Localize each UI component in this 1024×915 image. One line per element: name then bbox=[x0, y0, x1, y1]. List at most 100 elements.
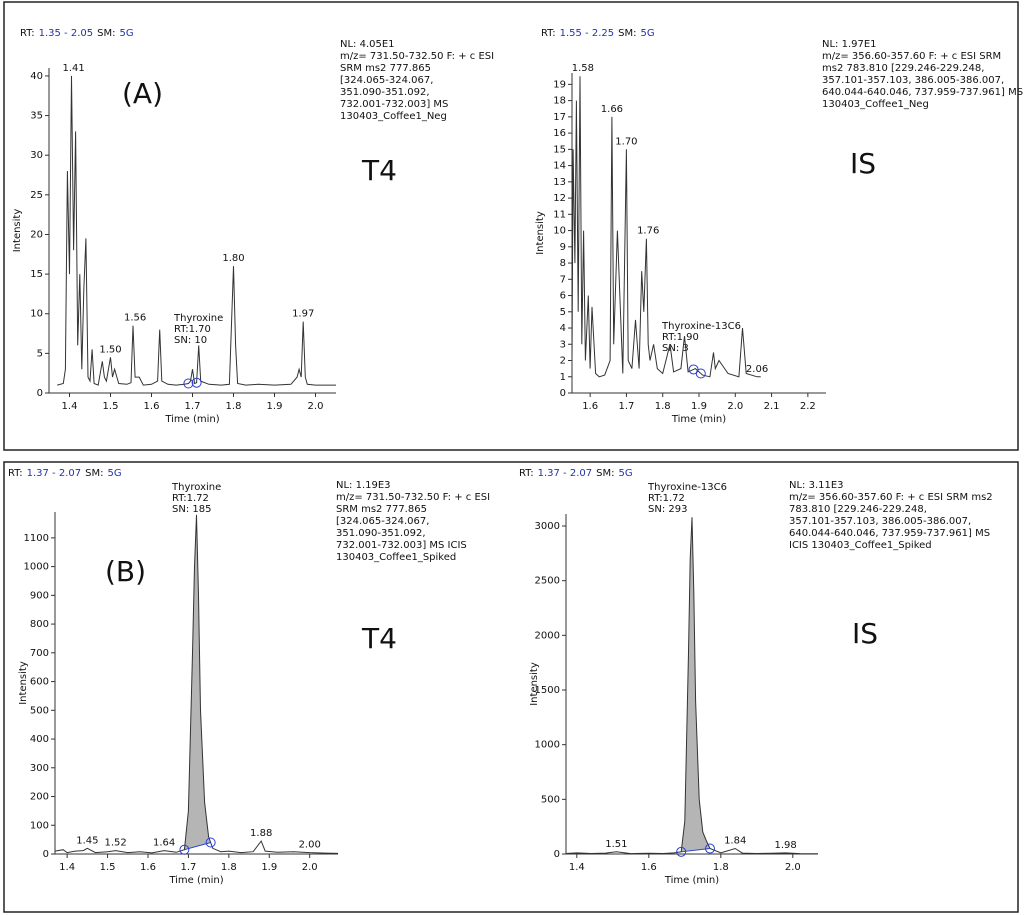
y-axis-label: Intensity bbox=[529, 662, 540, 706]
y-tick-label: 12 bbox=[553, 193, 566, 204]
y-tick-label: 1100 bbox=[24, 533, 49, 544]
integration-marker bbox=[705, 843, 715, 854]
x-tick-label: 2.0 bbox=[302, 862, 318, 873]
info-line: 130403_Coffee1_Neg bbox=[340, 111, 447, 122]
y-tick-label: 35 bbox=[30, 111, 43, 122]
compound-annotation: Thyroxine bbox=[171, 482, 221, 493]
y-tick-label: 2500 bbox=[535, 576, 560, 587]
x-tick-label: 2.2 bbox=[800, 401, 816, 412]
peak-label: 1.66 bbox=[601, 104, 623, 115]
peak-label: 1.56 bbox=[124, 313, 146, 324]
x-axis-label: Time (min) bbox=[164, 414, 219, 425]
info-line: m/z= 731.50-732.50 F: + c ESI bbox=[336, 492, 490, 503]
y-tick-label: 1000 bbox=[24, 562, 49, 573]
x-tick-label: 2.1 bbox=[764, 401, 780, 412]
x-tick-label: 1.6 bbox=[641, 862, 657, 873]
x-tick-label: 1.7 bbox=[185, 401, 201, 412]
y-axis-label: Intensity bbox=[12, 209, 23, 253]
compound-annotation: RT:1.90 bbox=[662, 332, 699, 343]
info-line: 783.810 [229.246-229.248, bbox=[789, 504, 927, 515]
header-part: 5G bbox=[640, 28, 654, 39]
info-line: SRM ms2 777.865 bbox=[336, 504, 427, 515]
x-tick-label: 1.8 bbox=[655, 401, 671, 412]
header-part: RT: bbox=[519, 468, 534, 479]
y-tick-label: 700 bbox=[30, 648, 49, 659]
chromatogram-trace bbox=[54, 514, 339, 854]
y-axis-label: Intensity bbox=[18, 661, 29, 705]
y-tick-label: 1 bbox=[560, 372, 566, 383]
header-part: 5G bbox=[107, 468, 121, 479]
integration-marker bbox=[191, 377, 202, 388]
y-tick-label: 500 bbox=[30, 705, 49, 716]
header: RT: 1.35 - 2.05 SM: 5G bbox=[20, 28, 134, 39]
y-tick-label: 200 bbox=[30, 792, 49, 803]
info-line: m/z= 356.60-357.60 F: + c ESI SRM ms2 bbox=[789, 492, 993, 503]
analyte-label: T4 bbox=[361, 154, 397, 187]
chromatogram-trace bbox=[571, 76, 761, 378]
peak-label: 1.80 bbox=[222, 253, 244, 264]
y-tick-label: 10 bbox=[30, 309, 43, 320]
y-tick-label: 6 bbox=[560, 291, 566, 302]
y-axis-label: Intensity bbox=[535, 211, 546, 255]
header-part: 1.37 - 2.07 bbox=[538, 468, 593, 479]
peak-label: 1.45 bbox=[76, 835, 98, 846]
integration-marker bbox=[205, 837, 216, 848]
x-tick-label: 1.5 bbox=[100, 862, 116, 873]
x-tick-label: 1.8 bbox=[221, 862, 237, 873]
y-tick-label: 2 bbox=[560, 356, 566, 367]
compound-annotation: RT:1.72 bbox=[172, 493, 209, 504]
info-line: 351.090-351.092, bbox=[340, 87, 430, 98]
compound-annotation: SN: 3 bbox=[662, 343, 689, 354]
header: RT: 1.37 - 2.07 SM: 5G bbox=[8, 468, 122, 479]
y-tick-label: 4 bbox=[560, 323, 566, 334]
y-tick-label: 16 bbox=[553, 128, 566, 139]
compound-annotation: Thyroxine-13C6 bbox=[661, 321, 741, 332]
y-tick-label: 900 bbox=[30, 590, 49, 601]
y-tick-label: 800 bbox=[30, 619, 49, 630]
info-line: 357.101-357.103, 386.005-386.007, bbox=[822, 75, 1004, 86]
y-tick-label: 0 bbox=[554, 849, 560, 860]
y-tick-label: 1500 bbox=[535, 685, 560, 696]
info-line: SRM ms2 777.865 bbox=[340, 63, 431, 74]
header-part: SM: bbox=[618, 28, 636, 39]
integration-marker bbox=[183, 378, 194, 389]
x-tick-label: 2.0 bbox=[727, 401, 743, 412]
header-part: SM: bbox=[85, 468, 103, 479]
analyte-label: IS bbox=[850, 147, 876, 180]
compound-annotation: Thyroxine bbox=[173, 313, 223, 324]
y-tick-label: 20 bbox=[30, 229, 43, 240]
compound-annotation: Thyroxine-13C6 bbox=[647, 482, 727, 493]
y-tick-label: 17 bbox=[553, 112, 566, 123]
info-line: NL: 4.05E1 bbox=[340, 39, 395, 50]
x-tick-label: 1.4 bbox=[569, 862, 585, 873]
x-tick-label: 1.7 bbox=[180, 862, 196, 873]
info-line: m/z= 731.50-732.50 F: + c ESI bbox=[340, 51, 494, 62]
panel-label: (A) bbox=[122, 77, 163, 110]
info-line: ms2 783.810 [229.246-229.248, bbox=[822, 63, 984, 74]
y-tick-label: 30 bbox=[30, 150, 43, 161]
integration-marker bbox=[179, 844, 190, 855]
info-line: NL: 1.19E3 bbox=[336, 480, 391, 491]
info-line: [324.065-324.067, bbox=[340, 75, 433, 86]
info-line: NL: 1.97E1 bbox=[822, 39, 877, 50]
y-tick-label: 9 bbox=[560, 242, 566, 253]
peak-label: 2.06 bbox=[746, 364, 768, 375]
info-line: 732.001-732.003] MS ICIS bbox=[336, 540, 467, 551]
peak-label: 1.70 bbox=[615, 136, 637, 147]
compound-annotation: RT:1.72 bbox=[648, 493, 685, 504]
peak-label: 2.00 bbox=[299, 840, 321, 851]
x-axis-label: Time (min) bbox=[671, 414, 726, 425]
header-part: 1.35 - 2.05 bbox=[39, 28, 94, 39]
info-line: 351.090-351.092, bbox=[336, 528, 426, 539]
x-tick-label: 1.4 bbox=[62, 401, 78, 412]
compound-annotation: SN: 10 bbox=[174, 335, 207, 346]
x-tick-label: 1.9 bbox=[261, 862, 277, 873]
header-part: 1.37 - 2.07 bbox=[27, 468, 82, 479]
y-tick-label: 300 bbox=[30, 763, 49, 774]
x-tick-label: 1.8 bbox=[226, 401, 242, 412]
y-tick-label: 400 bbox=[30, 734, 49, 745]
analyte-label: T4 bbox=[361, 622, 397, 655]
peak-label: 1.76 bbox=[637, 226, 659, 237]
info-line: NL: 3.11E3 bbox=[789, 480, 844, 491]
integration-marker bbox=[695, 368, 706, 379]
